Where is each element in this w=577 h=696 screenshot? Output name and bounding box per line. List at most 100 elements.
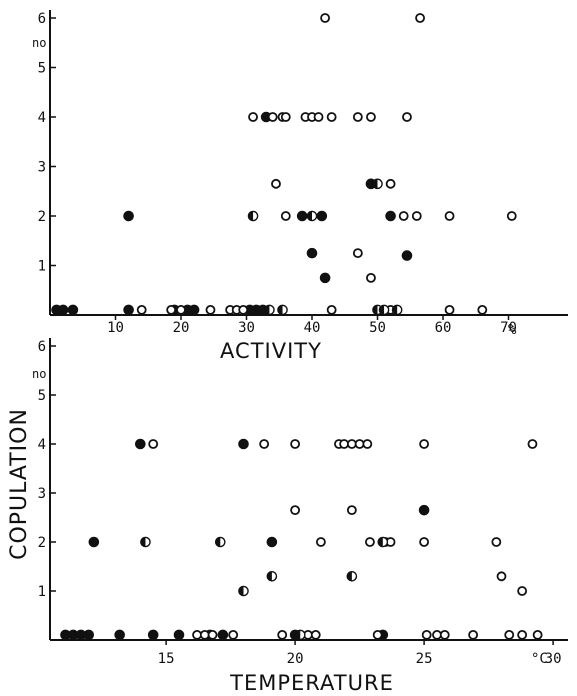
activity-point-open [280,112,291,122]
temperature-point-filled [173,629,185,641]
temperature-point-filled [83,629,94,641]
activity-point-filled [123,304,134,316]
temperature-point-open [372,630,383,640]
temperature-point-half [266,571,278,582]
temperature-points [60,438,543,641]
temperature-point-open [504,630,515,640]
activity-point-open [248,112,258,122]
temperature-y-tick-label: 5 [38,388,46,404]
activity-y-unit: no [32,36,46,50]
temperature-point-open [421,630,432,640]
temperature-point-open [419,439,430,449]
activity-point-open [352,112,363,122]
activity-point-open [320,13,331,23]
temperature-point-filled [418,504,430,516]
activity-point-half-fill [307,211,312,221]
temperature-point-filled [134,438,146,450]
temperature-point-filled [88,536,100,548]
activity-x-tick-label: 20 [173,320,190,336]
activity-x-title: ACTIVITY [220,339,322,363]
activity-point-open [444,211,455,221]
temperature-x-title: TEMPERATURE [229,671,394,695]
temperature-point-open [432,630,442,640]
temperature-point-open [277,630,288,640]
temperature-point-open [148,439,159,449]
temperature-point-open [207,630,218,640]
temperature-x-ticks: 15 20 25 30 [158,640,562,667]
activity-point-open [205,304,216,315]
temperature-point-half-fill [238,586,244,596]
temperature-point-open [527,439,538,449]
temperature-point-open [517,630,528,640]
activity-point-half-fill [264,305,270,315]
activity-point-filled [57,304,69,316]
activity-point-half [264,304,275,316]
activity-point-open [326,304,337,315]
activity-y-tick-label: 1 [38,259,46,275]
activity-point-open [402,112,412,122]
activity-point-half-fill [379,305,385,315]
temperature-point-filled [217,629,229,641]
activity-x-tick-label: 30 [238,320,255,336]
activity-point-open [326,112,337,122]
temperature-point-open [199,630,210,640]
activity-point-open [136,304,147,315]
activity-x-ticks: 10 20 30 40 50 60 70 [107,315,517,336]
temperature-point-open [468,630,479,640]
temperature-y-tick-label: 1 [38,584,46,600]
temperature-x-tick-label: 30 [545,651,562,667]
activity-point-filled [67,304,79,316]
temperature-point-open [290,505,301,516]
activity-point-open [398,211,409,221]
activity-point-half [378,304,390,316]
activity-point-half-fill [277,305,283,315]
activity-point-filled [123,210,134,222]
activity-x-unit: % [508,322,517,338]
temperature-point-filled [266,536,278,548]
activity-point-filled [316,210,328,222]
temperature-point-half-fill [378,537,383,547]
temperature-y-tick-label: 4 [38,437,46,453]
temperature-x-tick-label: 15 [158,651,175,667]
temperature-point-half [140,536,151,548]
activity-point-filled [385,210,396,222]
activity-point-half [277,304,288,316]
activity-point-half-fill [248,211,254,221]
activity-y-tick-label: 3 [38,160,46,176]
temperature-point-half-fill [215,537,221,547]
temperature-point-open [365,537,375,547]
activity-point-open [366,112,376,122]
temperature-point-open [192,630,202,640]
activity-point-open [313,112,324,122]
activity-points [51,13,517,316]
temperature-point-open [491,537,502,547]
activity-panel: 1 2 3 4 5 6 10 20 30 40 50 60 70 no % ACTIVITY [32,10,568,363]
activity-point-open [506,211,517,221]
activity-y-tick-label: 5 [38,61,46,77]
activity-y-tick-label: 4 [38,110,46,126]
temperature-point-half [346,571,358,582]
activity-point-half [247,210,259,222]
temperature-point-open [496,571,507,582]
activity-y-ticks: 1 2 3 4 5 6 [38,11,56,275]
activity-point-open [271,178,281,189]
temperature-point-open [228,630,239,640]
temperature-point-half [377,536,389,548]
temperature-y-ticks: 1 2 3 4 5 6 [38,339,56,600]
temperature-point-filled [238,438,249,450]
temperature-point-filled [114,629,125,641]
activity-point-open [238,304,249,315]
activity-point-filled [306,247,318,259]
temperature-point-open [419,537,430,547]
activity-point-half-fill [372,179,378,189]
activity-y-tick-label: 6 [38,11,46,27]
activity-point-filled [188,304,200,316]
temperature-point-half [238,585,249,597]
activity-point-open [411,211,422,221]
temperature-panel: 1 2 3 4 5 6 15 20 25 30 no °C TEMPERATURE [32,338,568,695]
activity-point-filled [296,210,308,222]
shared-y-label: COPULATION [7,408,32,560]
temperature-point-filled [147,629,159,641]
activity-x-tick-label: 60 [435,320,452,336]
